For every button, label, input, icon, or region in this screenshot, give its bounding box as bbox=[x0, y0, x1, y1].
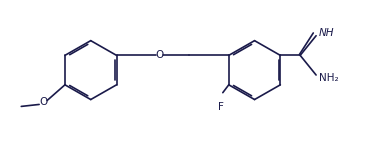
Text: NH₂: NH₂ bbox=[319, 73, 339, 83]
Text: F: F bbox=[218, 102, 224, 112]
Text: O: O bbox=[39, 98, 47, 108]
Text: O: O bbox=[155, 50, 163, 60]
Text: NH: NH bbox=[319, 28, 335, 38]
